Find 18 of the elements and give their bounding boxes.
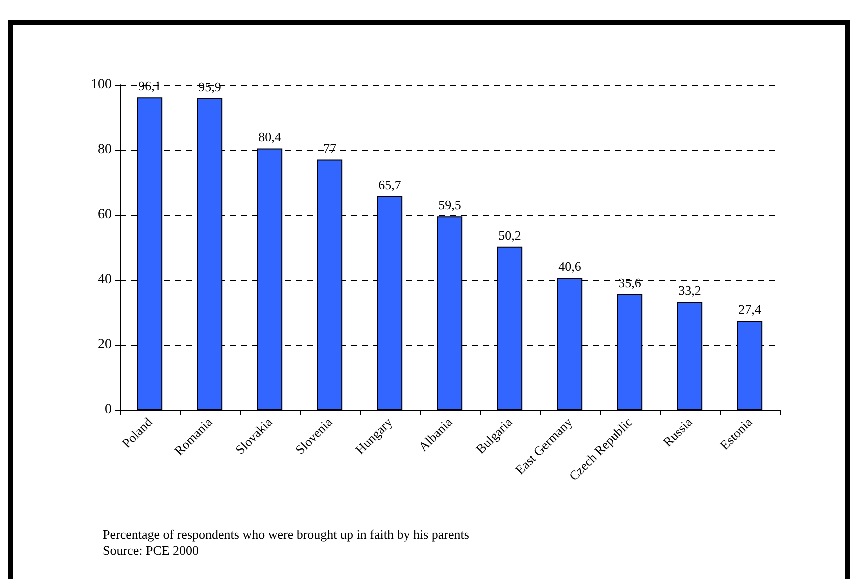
y-tick-label: 80 xyxy=(98,142,112,158)
data-label: 50,2 xyxy=(498,228,522,243)
y-tick-label: 40 xyxy=(98,272,112,288)
y-tick-label: 0 xyxy=(105,402,112,418)
data-label: 95,9 xyxy=(198,79,222,94)
data-label: 27,4 xyxy=(738,302,762,317)
source-note: Source: PCE 2000 xyxy=(103,543,200,558)
data-label: 65,7 xyxy=(378,177,402,192)
y-tick-label: 60 xyxy=(98,208,112,222)
data-label: 40,6 xyxy=(558,259,582,274)
data-label: 59,5 xyxy=(438,198,462,213)
data-label: 33,2 xyxy=(678,283,702,298)
y-tick-label: 20 xyxy=(98,338,112,352)
data-label: 35,6 xyxy=(618,275,642,290)
y-tick-label: 100 xyxy=(91,78,112,92)
data-label: 80,4 xyxy=(258,130,282,145)
text: Percentage of respondents who were brought up in faith by his parents xyxy=(103,527,470,542)
data-label: 77 xyxy=(324,140,337,156)
